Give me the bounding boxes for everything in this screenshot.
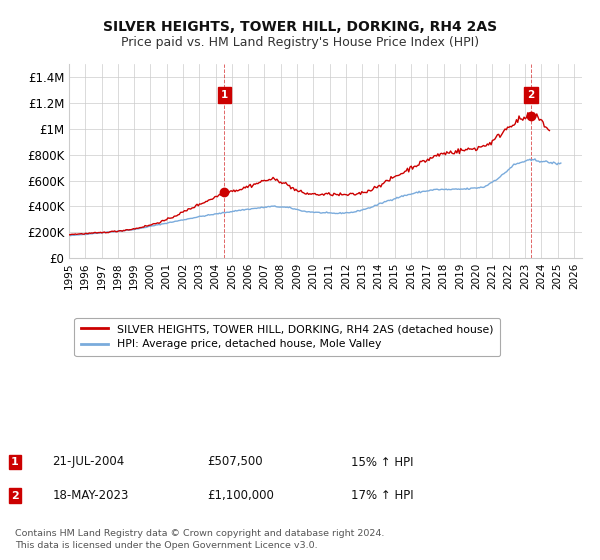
Text: £1,100,000: £1,100,000	[207, 489, 274, 502]
Text: 18-MAY-2023: 18-MAY-2023	[52, 489, 128, 502]
Legend: SILVER HEIGHTS, TOWER HILL, DORKING, RH4 2AS (detached house), HPI: Average pric: SILVER HEIGHTS, TOWER HILL, DORKING, RH4…	[74, 318, 500, 356]
Text: 2: 2	[11, 491, 19, 501]
Text: Price paid vs. HM Land Registry's House Price Index (HPI): Price paid vs. HM Land Registry's House …	[121, 36, 479, 49]
Text: £507,500: £507,500	[207, 455, 263, 469]
Text: 15% ↑ HPI: 15% ↑ HPI	[351, 455, 413, 469]
Text: 2: 2	[527, 90, 535, 100]
Text: 17% ↑ HPI: 17% ↑ HPI	[351, 489, 413, 502]
Text: 21-JUL-2004: 21-JUL-2004	[52, 455, 124, 469]
Text: 1: 1	[221, 90, 228, 100]
Text: 1: 1	[11, 457, 19, 467]
Text: Contains HM Land Registry data © Crown copyright and database right 2024.
This d: Contains HM Land Registry data © Crown c…	[15, 529, 385, 550]
Text: SILVER HEIGHTS, TOWER HILL, DORKING, RH4 2AS: SILVER HEIGHTS, TOWER HILL, DORKING, RH4…	[103, 20, 497, 34]
